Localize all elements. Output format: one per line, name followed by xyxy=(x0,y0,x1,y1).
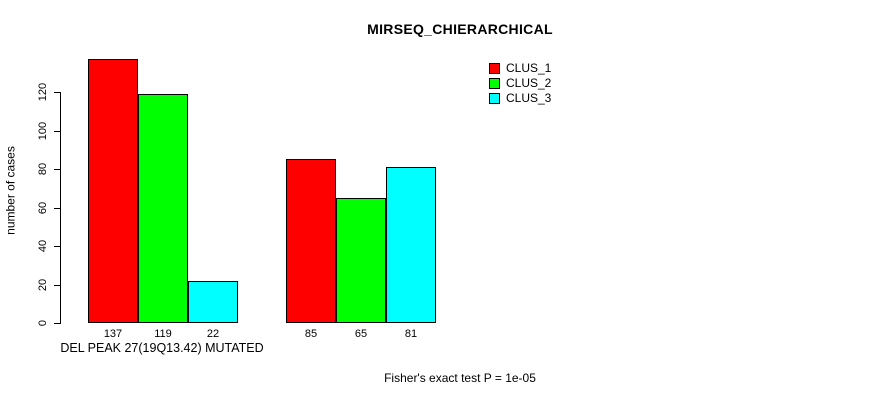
y-axis-tick-label: 40 xyxy=(37,239,49,253)
y-axis-tick xyxy=(54,131,60,132)
y-axis-tick xyxy=(54,246,60,247)
y-axis-line xyxy=(60,92,61,324)
legend-swatch-clus_2 xyxy=(489,78,500,89)
bar-clus_2-group2 xyxy=(336,198,386,323)
legend-label-clus_3: CLUS_3 xyxy=(506,91,552,105)
legend-swatch-clus_1 xyxy=(489,63,500,74)
bar-value-label: 85 xyxy=(304,328,318,340)
y-axis-tick xyxy=(54,92,60,93)
y-axis-tick-label: 20 xyxy=(37,278,49,292)
bar-value-label: 22 xyxy=(206,328,220,340)
y-axis-title: number of cases xyxy=(3,146,18,235)
y-axis-tick-label: 100 xyxy=(37,121,49,141)
y-axis-tick xyxy=(54,169,60,170)
y-axis-tick-label: 60 xyxy=(37,201,49,215)
y-axis-tick-label: 80 xyxy=(37,162,49,176)
bar-value-label: 137 xyxy=(103,328,123,340)
bar-clus_2-group1 xyxy=(138,94,188,323)
y-axis-tick xyxy=(54,323,60,324)
y-axis-tick-label: 0 xyxy=(37,319,49,327)
y-axis-tick xyxy=(54,208,60,209)
legend-label-clus_2: CLUS_2 xyxy=(506,76,552,90)
chart-title: MIRSEQ_CHIERARCHICAL xyxy=(367,21,553,37)
bar-clus_3-group2 xyxy=(386,167,436,323)
bar-value-label: 65 xyxy=(354,328,368,340)
x-axis-label: DEL PEAK 27(19Q13.42) MUTATED xyxy=(60,341,264,355)
legend-swatch-clus_3 xyxy=(489,93,500,104)
y-axis-tick-label: 120 xyxy=(37,82,49,102)
bar-clus_1-group2 xyxy=(286,159,336,323)
legend-label-clus_1: CLUS_1 xyxy=(506,61,552,75)
bar-clus_3-group1 xyxy=(188,281,238,323)
bar-value-label: 119 xyxy=(154,328,172,340)
y-axis-tick xyxy=(54,285,60,286)
bar-clus_1-group1 xyxy=(88,59,138,323)
bar-value-label: 81 xyxy=(404,328,418,340)
fisher-test-annotation: Fisher's exact test P = 1e-05 xyxy=(384,371,536,385)
